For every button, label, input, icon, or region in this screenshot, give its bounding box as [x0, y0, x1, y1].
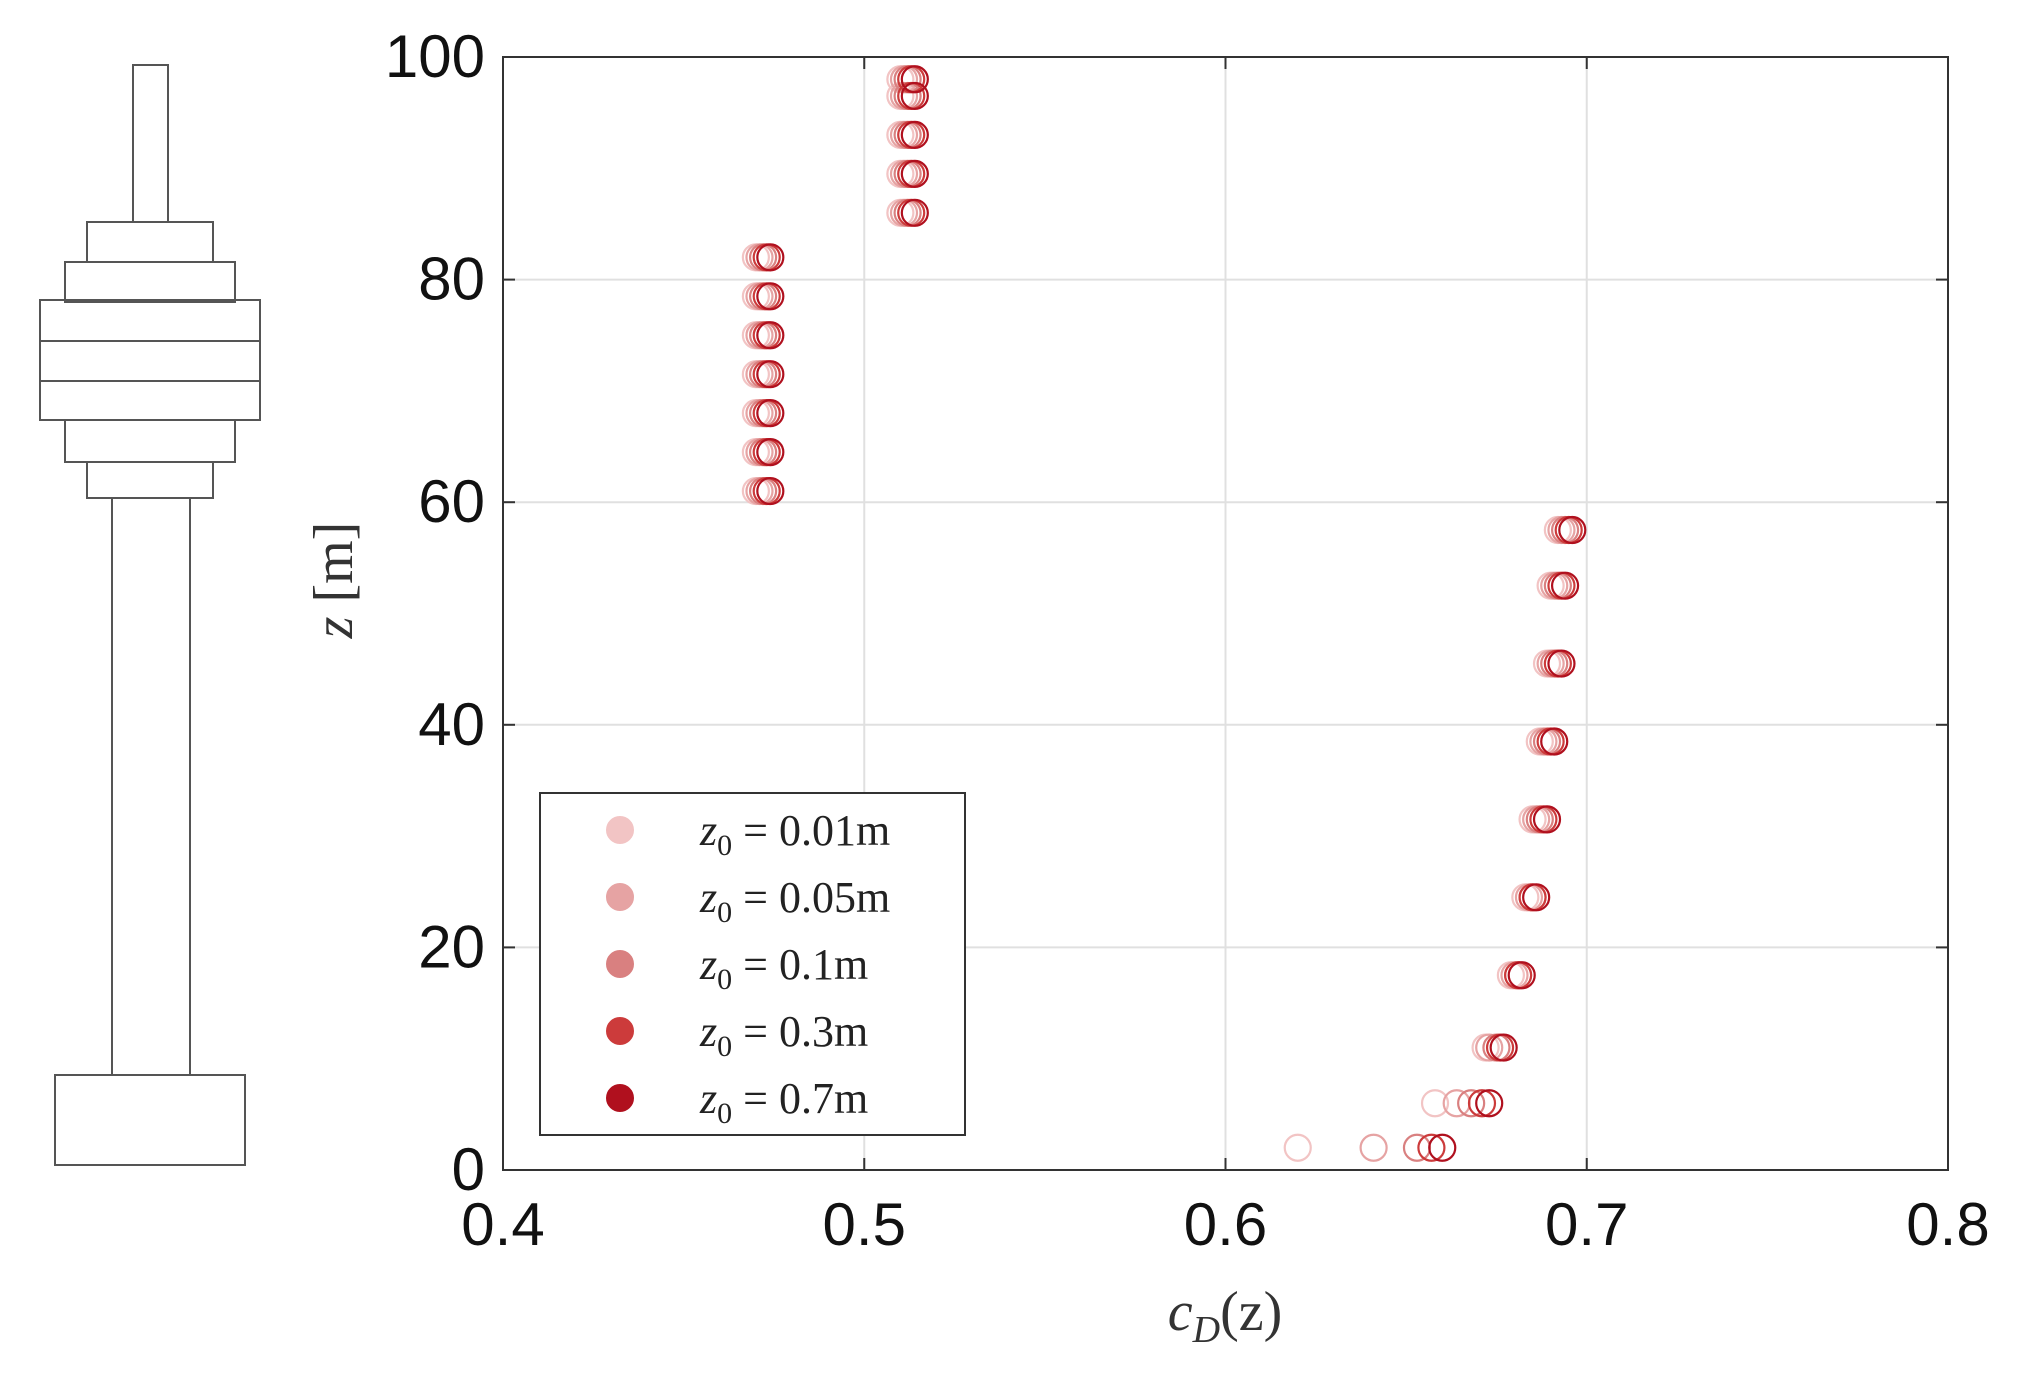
data-points — [741, 65, 1587, 1162]
data-point — [756, 243, 785, 272]
x-tick-label: 0.8 — [1906, 1191, 1989, 1258]
legend-item: z0 = 0.01m — [606, 806, 890, 862]
data-point — [1475, 1089, 1504, 1118]
tower-shaft — [111, 497, 191, 1076]
series-5 — [756, 65, 1587, 1162]
tower-cap-bottom — [86, 461, 214, 499]
data-point — [1359, 1133, 1388, 1162]
data-point — [900, 159, 929, 188]
y-tick-label: 20 — [418, 913, 485, 980]
data-point — [1550, 571, 1580, 600]
data-point — [1467, 1089, 1497, 1118]
data-point — [1558, 515, 1587, 545]
legend-item: z0 = 0.7m — [606, 1074, 868, 1130]
legend-item: z0 = 0.05m — [606, 873, 890, 929]
data-point — [1283, 1133, 1312, 1162]
legend-label: z0 = 0.05m — [699, 873, 890, 929]
x-tick-label: 0.4 — [461, 1191, 544, 1258]
y-tick-label: 40 — [418, 691, 485, 758]
legend: z0 = 0.01m z0 = 0.05m z0 = 0.1m z0 = 0.3m z0… — [539, 792, 966, 1136]
tower-schematic — [39, 64, 261, 1166]
data-point — [756, 438, 785, 467]
data-point — [900, 65, 929, 94]
legend-item: z0 = 0.1m — [606, 940, 868, 996]
data-point — [1522, 883, 1551, 912]
data-point — [1540, 727, 1569, 756]
tower-base — [54, 1074, 246, 1166]
data-point — [756, 360, 785, 389]
legend-label: z0 = 0.7m — [699, 1074, 868, 1130]
legend-marker — [606, 816, 634, 844]
x-tick-label: 0.7 — [1545, 1191, 1628, 1258]
data-point — [756, 399, 785, 428]
data-point — [1402, 1133, 1432, 1162]
data-point — [1547, 649, 1576, 678]
legend-item: z0 = 0.3m — [606, 1007, 868, 1063]
y-tick-label: 0 — [452, 1136, 485, 1203]
x-tick-label: 0.5 — [823, 1191, 906, 1258]
data-point — [900, 81, 929, 111]
ticks — [502, 56, 1949, 1171]
data-point — [756, 282, 785, 311]
legend-marker — [606, 1084, 634, 1112]
data-point — [1475, 1033, 1504, 1062]
tower-cap-top — [86, 221, 214, 263]
legend-label: z0 = 0.01m — [699, 806, 890, 862]
data-point — [756, 476, 785, 506]
y-tick-label: 60 — [418, 468, 485, 535]
data-point — [900, 120, 929, 150]
tower-cap-mid — [64, 261, 236, 303]
tower-head — [39, 299, 261, 421]
tower-antenna — [132, 64, 169, 223]
x-axis-label: cD(z) — [1168, 1281, 1282, 1351]
data-point — [1428, 1133, 1457, 1162]
legend-marker — [606, 883, 634, 911]
legend-label: z0 = 0.3m — [699, 1007, 868, 1063]
data-point — [900, 198, 929, 227]
data-point — [756, 321, 785, 350]
y-tick-label: 100 — [385, 23, 485, 90]
y-axis-label: z [m] — [303, 522, 365, 640]
x-tick-label: 0.6 — [1184, 1191, 1267, 1258]
data-point — [1507, 961, 1536, 990]
data-point — [1417, 1133, 1446, 1162]
data-point — [1532, 805, 1562, 834]
legend-label: z0 = 0.1m — [699, 940, 868, 996]
y-tick-label: 80 — [418, 246, 485, 313]
tower-cap-lower — [64, 419, 236, 463]
data-point — [1457, 1089, 1486, 1118]
data-point — [1420, 1089, 1450, 1118]
legend-marker — [606, 1017, 634, 1045]
tick-labels: 0.4 0.5 0.6 0.7 0.8 0 20 40 60 80 100 — [385, 23, 1990, 1258]
data-point — [1489, 1033, 1518, 1062]
legend-marker — [606, 950, 634, 978]
